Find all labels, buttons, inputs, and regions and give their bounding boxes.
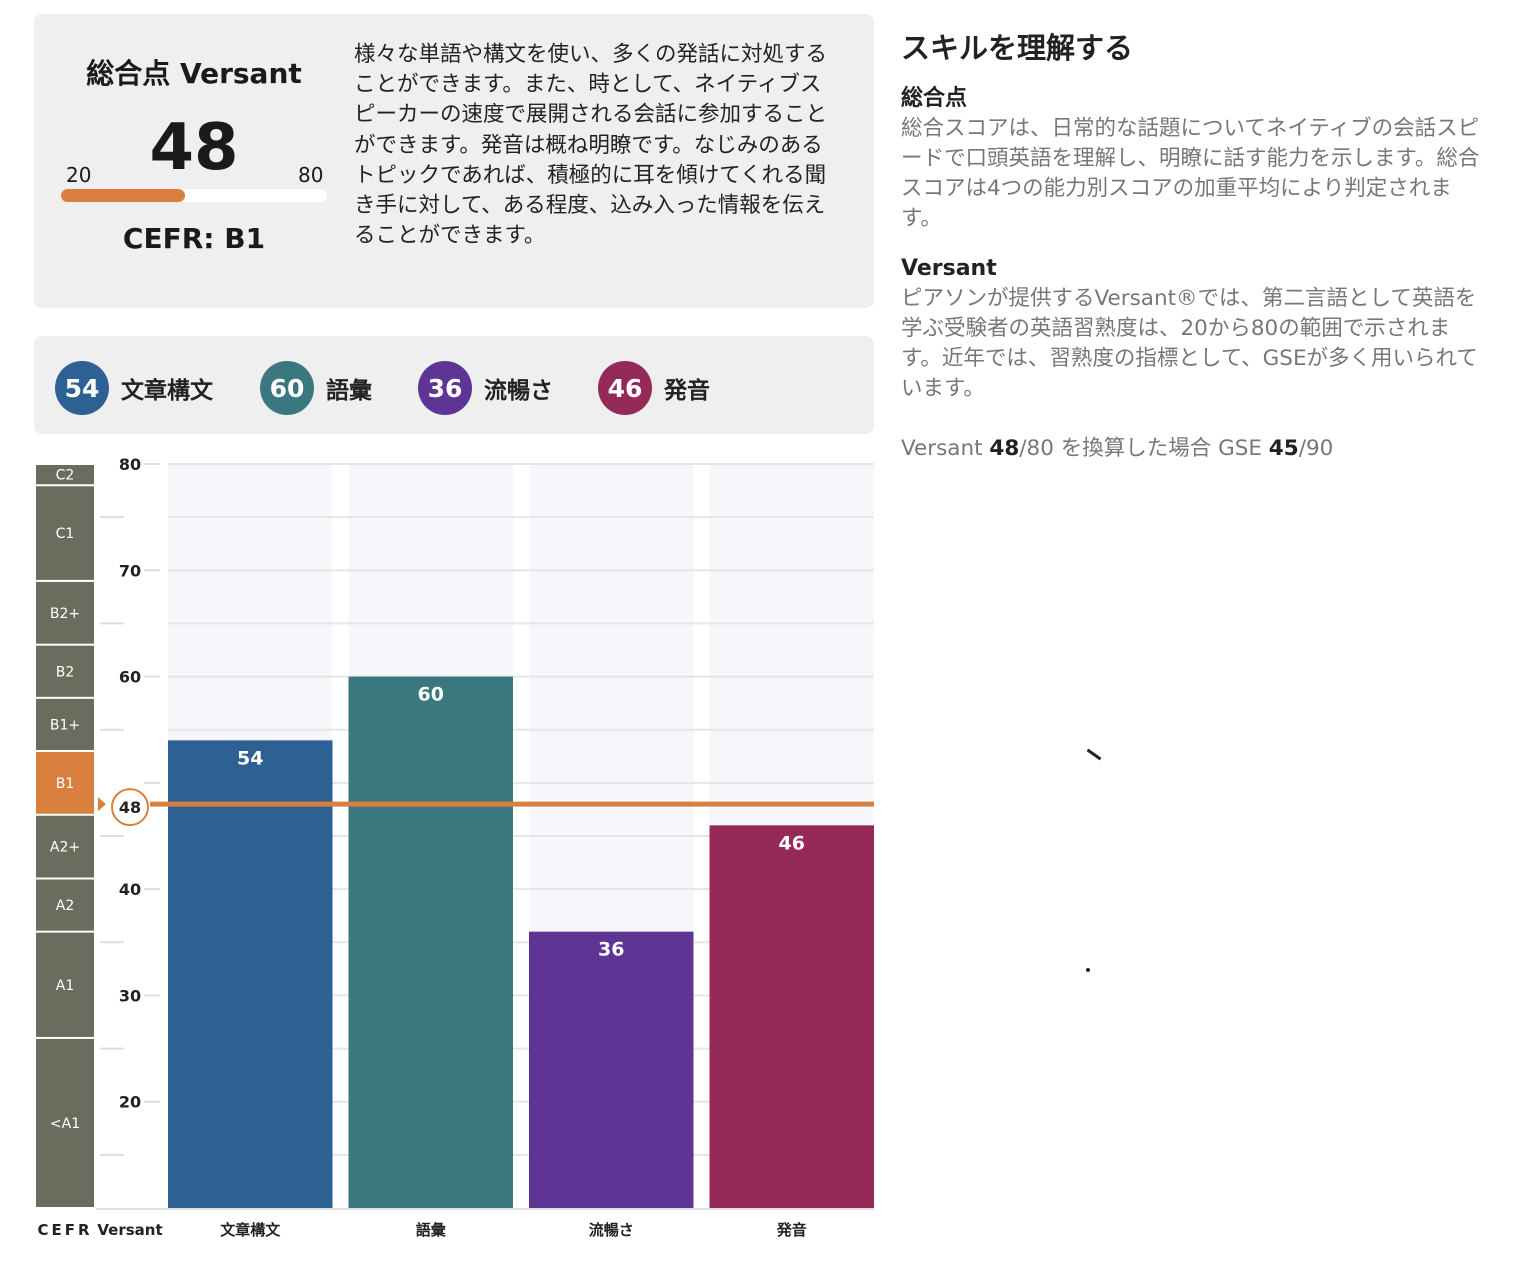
conversion-middle: /80 を換算した場合 GSE (1019, 436, 1269, 461)
bar (709, 825, 874, 1208)
legend-item-vocabulary: 60 語彙 (260, 361, 372, 415)
bar-value-label: 54 (237, 747, 263, 769)
explanation-title: スキルを理解する (901, 31, 1134, 65)
overall-score-pointer (98, 797, 106, 812)
x-category-label: 流暢さ (589, 1221, 634, 1239)
legend-badge: 36 (418, 361, 472, 415)
cefr-band-label: A1 (56, 978, 74, 994)
legend-item-fluency: 36 流暢さ (418, 361, 553, 415)
cefr-band (36, 751, 94, 814)
cefr-band-label: B2 (56, 664, 75, 680)
skill-score-bar-chart: 20 30 40 60 70 80 C2 C1 B2+ B2 B1+ B1 A2+ A2 A1 <A1 54 文章… (36, 455, 874, 1239)
overall-text: 総合スコアは、日常的な話題についてネイティブの会話スピードで口頭英語を理解し、明… (901, 116, 1480, 231)
legend-badge: 46 (598, 361, 652, 415)
legend-item-syntax: 54 文章構文 (55, 361, 213, 415)
x-category-label: 語彙 (416, 1221, 447, 1239)
legend-label: 発音 (664, 378, 710, 404)
legend-badge: 54 (55, 361, 109, 415)
cefr-band (36, 698, 94, 750)
bar-value-label: 60 (418, 684, 444, 706)
overall-score-marker-label: 48 (119, 798, 141, 817)
overall-heading: 総合点 (901, 86, 968, 111)
bar (168, 740, 333, 1208)
score-progress-track (61, 189, 327, 202)
cefr-band-label: B2+ (50, 606, 80, 622)
cefr-band (36, 486, 94, 580)
cefr-level: CEFR: B1 (122, 222, 266, 255)
conversion-gse-max: /90 (1298, 436, 1334, 461)
x-category-label: 発音 (776, 1221, 807, 1239)
cefr-band-label: B1 (56, 776, 75, 792)
bar-value-label: 36 (598, 939, 624, 961)
bar-value-label: 46 (779, 832, 805, 854)
cefr-band (36, 465, 94, 485)
y-tick-label: 20 (119, 1093, 141, 1112)
scale-max-label: 80 (298, 163, 324, 187)
y-tick-label: 70 (119, 561, 141, 580)
y-tick-label: 60 (119, 668, 141, 687)
legend-item-pronunciation: 46 発音 (598, 361, 710, 415)
stray-mark (1086, 748, 1102, 761)
score-description: 様々な単語や構文を使い、多くの発話に対処することができます。また、時として、ネイ… (354, 42, 828, 249)
cefr-band-label: C1 (56, 526, 75, 542)
conversion-versant-score: 48 (989, 436, 1020, 461)
x-label-cefr: CEFR (37, 1221, 92, 1239)
cefr-band (36, 581, 94, 644)
legend-label: 流暢さ (484, 378, 553, 404)
versant-heading: Versant (901, 256, 997, 281)
conversion-gse-score: 45 (1268, 436, 1299, 461)
bar (348, 676, 513, 1208)
score-progress-fill (61, 189, 186, 202)
cefr-band-label: A2+ (50, 840, 80, 856)
legend-badge: 60 (260, 361, 314, 415)
versant-text: ピアソンが提供するVersant®では、第二言語として英語を学ぶ受験者の英語習熟… (901, 286, 1478, 401)
gse-conversion: Versant 48/80 を換算した場合 GSE 45/90 (901, 434, 1491, 464)
cefr-band-label: A2 (56, 898, 74, 914)
cefr-band (36, 1038, 94, 1207)
legend-label: 文章構文 (121, 378, 213, 404)
y-tick-label: 80 (119, 455, 141, 474)
overall-summary-panel (34, 14, 874, 308)
skill-legend: 54 文章構文 60 語彙 36 流暢さ 46 発音 (34, 336, 874, 434)
overall-score: 48 (149, 111, 239, 185)
scale-min-label: 20 (66, 163, 92, 187)
cefr-band (36, 815, 94, 878)
bar (529, 931, 694, 1208)
y-tick-label: 40 (119, 880, 141, 899)
overall-score-marker (111, 788, 149, 827)
cefr-band (36, 645, 94, 697)
cefr-band (36, 879, 94, 931)
skill-explanation: スキルを理解する 総合点 総合スコアは、日常的な話題についてネイティブの会話スピ… (901, 28, 1491, 464)
cefr-band-label: C2 (56, 468, 75, 484)
overall-title: 総合点 Versant (86, 57, 302, 90)
x-label-versant: Versant (97, 1221, 162, 1239)
y-tick-label: 30 (119, 986, 141, 1005)
cefr-band (36, 932, 94, 1037)
cefr-band-label: <A1 (50, 1116, 80, 1132)
stray-dot (1086, 968, 1090, 972)
conversion-prefix: Versant (901, 436, 990, 461)
x-category-label: 文章構文 (220, 1221, 281, 1239)
cefr-band-label: B1+ (50, 717, 80, 733)
legend-label: 語彙 (326, 378, 372, 404)
